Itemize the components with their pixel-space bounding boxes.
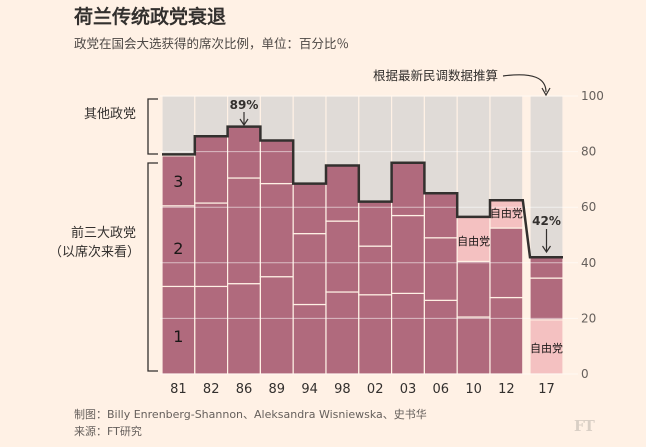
x-tick-label: 10 [465,382,482,397]
bar-segment [529,277,564,321]
big-three-label: 前三大政党 [71,225,136,241]
bar-segment [227,283,262,375]
bar-segment [358,245,393,296]
bar-segment [194,202,229,288]
peak-label: 89% [230,98,259,112]
bar-segment [259,276,294,375]
segment-label: 3 [173,172,183,191]
bar-segment [227,177,262,285]
bar-segment [325,291,360,375]
segment-label: 2 [173,239,183,258]
bar-segment [161,155,196,207]
bar-segment [358,201,393,247]
bar-segment [423,299,458,375]
bar-segment [358,95,393,203]
y-tick-label: 100 [581,89,604,103]
bar-segment [423,95,458,194]
bar-segment [292,303,327,375]
big-three-sublabel: （以席次来看） [49,244,140,260]
chart-subtitle: 政党在国会大选获得的席次比例，单位：百分比％ [74,36,350,51]
bar-segment [456,95,491,218]
bar-segment [292,233,327,306]
curved-arrow-icon [502,74,547,93]
x-tick-label: 82 [203,382,220,397]
bar-segment [391,95,426,164]
projection-label: 42% [532,214,561,228]
bar-segment [456,216,491,263]
source-line: 来源：FT研究 [74,425,142,438]
y-tick-label: 0 [581,367,589,381]
bar-segment [489,296,524,375]
x-tick-label: 03 [400,382,417,397]
ft-logo: FT [574,417,595,435]
y-tick-label: 60 [581,200,596,214]
x-tick-label: 81 [170,382,187,397]
bar-segment [456,316,491,375]
bar-segment [325,95,360,167]
x-tick-label: 86 [236,382,253,397]
bar-segment [423,192,458,239]
big-three-bracket [147,162,158,372]
credit-line: 制图：Billy Enrenberg-Shannon、Aleksandra Wi… [74,408,427,421]
arrow-down-icon [239,112,249,127]
projection-note: 根据最新民调数据推算 [373,68,498,83]
y-tick-label: 80 [581,145,596,159]
segment-label: 1 [173,327,183,346]
freedom-label: 自由党 [530,341,563,355]
bar-segment [194,135,229,204]
x-tick-label: 89 [269,382,286,397]
bar-segment [161,285,196,375]
bar-segment [194,285,229,375]
arrow-down-icon [542,229,551,254]
bar-segment [292,95,327,185]
arrow-head-icon [541,87,551,97]
x-tick-label: 12 [498,382,515,397]
others-label: 其他政党 [84,107,136,122]
x-tick-label: 98 [334,382,351,397]
x-tick-label: 02 [367,382,384,397]
bar-segment [391,214,426,294]
chart-title: 荷兰传统政党衰退 [74,6,227,28]
y-tick-label: 40 [581,256,596,270]
bar-segment [292,182,327,235]
x-tick-label: 06 [433,382,450,397]
x-tick-label: 17 [538,382,555,397]
bar-segment [489,95,524,201]
y-tick-label: 20 [581,311,596,325]
bar-segment [161,95,196,157]
bar-segment [325,164,360,222]
others-bracket [147,98,158,155]
big-three-outline [162,125,563,259]
bar-segment [259,95,294,142]
bar-segment [227,125,262,179]
bar-segment [529,256,564,279]
bar-segment [456,260,491,318]
bar-segment [194,95,229,137]
bar-segment [391,292,426,375]
bar-segment [358,294,393,375]
freedom-label: 自由党 [457,234,490,248]
bar-segment [325,220,360,293]
bar-segment [259,139,294,185]
freedom-label: 自由党 [490,206,523,220]
x-tick-label: 94 [301,382,318,397]
bar-segment [423,237,458,301]
